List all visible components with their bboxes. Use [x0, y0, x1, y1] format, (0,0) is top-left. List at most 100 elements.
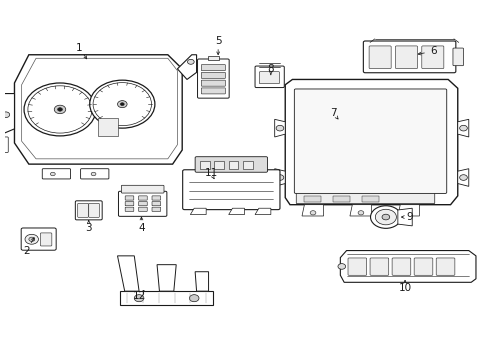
Bar	[98, 118, 117, 136]
Circle shape	[28, 86, 92, 133]
Polygon shape	[457, 169, 468, 186]
Bar	[228, 161, 238, 170]
Polygon shape	[177, 55, 196, 80]
Circle shape	[25, 234, 39, 244]
Text: 9: 9	[406, 212, 412, 222]
FancyBboxPatch shape	[201, 80, 225, 86]
Polygon shape	[21, 58, 177, 159]
FancyBboxPatch shape	[183, 170, 280, 210]
Circle shape	[93, 83, 151, 126]
FancyBboxPatch shape	[89, 203, 99, 217]
Circle shape	[337, 264, 345, 269]
FancyBboxPatch shape	[368, 46, 390, 68]
FancyBboxPatch shape	[363, 41, 455, 73]
FancyBboxPatch shape	[201, 72, 225, 78]
Polygon shape	[302, 205, 323, 216]
Text: 10: 10	[398, 283, 411, 293]
Polygon shape	[15, 55, 182, 164]
Polygon shape	[228, 208, 244, 215]
Circle shape	[381, 214, 389, 220]
Text: 3: 3	[85, 222, 92, 233]
Circle shape	[309, 211, 315, 215]
Circle shape	[54, 105, 65, 114]
FancyBboxPatch shape	[435, 258, 454, 275]
FancyBboxPatch shape	[138, 196, 147, 200]
Circle shape	[134, 294, 143, 302]
FancyBboxPatch shape	[118, 191, 166, 216]
Polygon shape	[195, 272, 208, 291]
Bar	[214, 161, 224, 170]
Circle shape	[91, 172, 96, 176]
Bar	[207, 56, 219, 60]
FancyBboxPatch shape	[78, 203, 88, 217]
Polygon shape	[117, 256, 139, 291]
Circle shape	[2, 112, 10, 118]
Polygon shape	[349, 205, 371, 216]
Circle shape	[459, 125, 467, 131]
Circle shape	[357, 211, 363, 215]
FancyBboxPatch shape	[395, 46, 417, 68]
Bar	[243, 161, 252, 170]
Circle shape	[276, 175, 283, 180]
Polygon shape	[0, 94, 15, 136]
Text: 1: 1	[76, 43, 82, 53]
Circle shape	[50, 172, 55, 176]
Polygon shape	[190, 208, 206, 215]
Polygon shape	[120, 291, 213, 305]
FancyBboxPatch shape	[255, 66, 284, 87]
Polygon shape	[457, 119, 468, 137]
Text: 8: 8	[267, 64, 274, 74]
FancyBboxPatch shape	[125, 207, 134, 211]
FancyBboxPatch shape	[347, 258, 366, 275]
Circle shape	[370, 206, 400, 228]
Text: 12: 12	[132, 292, 145, 301]
Circle shape	[375, 209, 396, 225]
Polygon shape	[340, 251, 475, 282]
Polygon shape	[157, 265, 176, 291]
FancyBboxPatch shape	[75, 201, 102, 220]
FancyBboxPatch shape	[41, 233, 52, 246]
Polygon shape	[397, 205, 419, 216]
Circle shape	[189, 294, 199, 302]
FancyBboxPatch shape	[125, 196, 134, 200]
Bar	[361, 195, 378, 202]
Circle shape	[276, 125, 283, 131]
FancyBboxPatch shape	[42, 169, 70, 179]
FancyBboxPatch shape	[81, 169, 109, 179]
Circle shape	[24, 83, 96, 136]
FancyBboxPatch shape	[0, 137, 8, 153]
Polygon shape	[274, 169, 285, 186]
FancyBboxPatch shape	[121, 185, 163, 193]
Bar	[332, 195, 349, 202]
Circle shape	[117, 100, 127, 108]
FancyBboxPatch shape	[201, 65, 225, 71]
Circle shape	[89, 80, 155, 128]
Circle shape	[120, 103, 124, 105]
FancyBboxPatch shape	[197, 59, 229, 98]
FancyBboxPatch shape	[421, 46, 443, 68]
Bar	[304, 195, 321, 202]
FancyBboxPatch shape	[259, 72, 279, 84]
Bar	[200, 161, 209, 170]
FancyBboxPatch shape	[201, 88, 225, 94]
FancyBboxPatch shape	[413, 258, 432, 275]
FancyBboxPatch shape	[138, 202, 147, 206]
FancyBboxPatch shape	[152, 207, 160, 211]
Text: 6: 6	[429, 46, 436, 56]
Circle shape	[58, 108, 62, 111]
FancyBboxPatch shape	[152, 202, 160, 206]
FancyBboxPatch shape	[21, 228, 56, 250]
FancyBboxPatch shape	[296, 193, 434, 204]
Polygon shape	[274, 119, 285, 137]
Circle shape	[459, 175, 467, 180]
FancyBboxPatch shape	[452, 48, 463, 66]
FancyBboxPatch shape	[391, 258, 410, 275]
FancyBboxPatch shape	[152, 196, 160, 200]
Polygon shape	[255, 208, 270, 215]
FancyBboxPatch shape	[138, 207, 147, 211]
FancyBboxPatch shape	[195, 157, 267, 172]
FancyBboxPatch shape	[125, 202, 134, 206]
Circle shape	[405, 211, 411, 215]
Text: 5: 5	[214, 36, 221, 46]
Text: 11: 11	[204, 168, 217, 178]
